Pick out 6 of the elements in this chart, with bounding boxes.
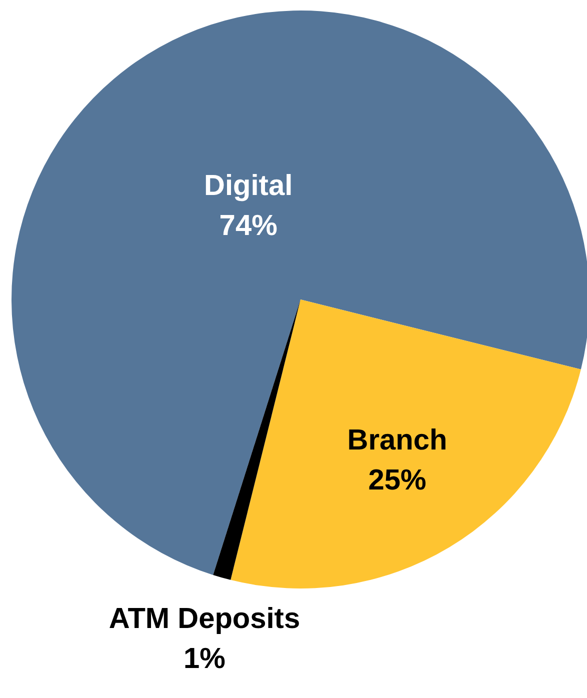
slice-label: Branch	[347, 424, 448, 457]
data-label: 1%	[184, 642, 226, 675]
slice-label: ATM Deposits	[108, 602, 300, 635]
slice-label: Digital	[204, 170, 293, 202]
data-label: 74%	[219, 210, 278, 242]
data-label: 25%	[368, 464, 426, 497]
